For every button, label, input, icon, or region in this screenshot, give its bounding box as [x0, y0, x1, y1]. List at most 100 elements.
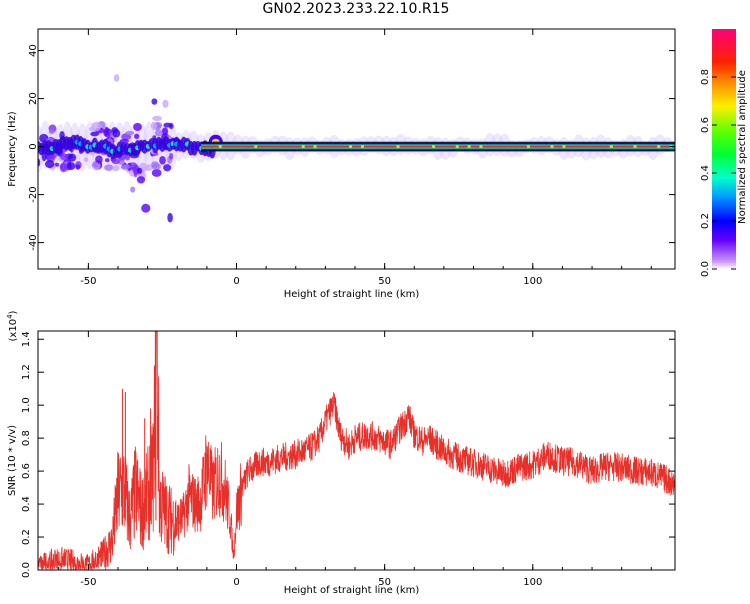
heatmap-blob	[152, 115, 163, 121]
heatmap-blob	[162, 99, 169, 108]
colorbar-tick-label: 0.4	[700, 165, 711, 181]
heatmap-blob	[134, 133, 140, 140]
heatmap-blob	[38, 158, 41, 167]
heatmap-blobs	[38, 74, 675, 223]
band-speckle	[313, 145, 317, 148]
heatmap-blob	[111, 158, 120, 165]
heatmap-blob	[67, 153, 77, 162]
y-tick-label: -20	[28, 186, 39, 202]
colorbar-tick-label: 0.2	[700, 213, 711, 229]
band-speckle	[657, 145, 661, 148]
y-multiplier: (x104)	[6, 310, 19, 341]
heatmap-blob	[151, 163, 161, 170]
heatmap-blob	[112, 164, 120, 172]
x-tick-label: 100	[523, 577, 542, 588]
heatmap-blob	[141, 203, 151, 213]
y-tick-label: 1.2	[21, 364, 32, 380]
heatmap-blob	[59, 162, 67, 173]
band-speckle	[396, 145, 400, 148]
plot-frame	[37, 28, 676, 270]
heatmap-blob	[125, 130, 135, 136]
band-speckle	[349, 145, 353, 148]
heatmap-blob	[154, 129, 163, 137]
y-axis-label: SNR (10 * v/v)	[7, 425, 18, 496]
heatmap-blob	[104, 158, 110, 163]
heatmap-blob	[91, 121, 101, 132]
heatmap-blob	[119, 138, 130, 144]
x-tick-label: 50	[378, 276, 391, 287]
heatmap-blob	[163, 164, 172, 172]
colorbar-tick-label: 0.6	[700, 117, 711, 133]
band-speckle	[526, 145, 530, 148]
heatmap-blob	[133, 168, 138, 178]
heatmap-blob	[150, 121, 158, 130]
heatmap-blob	[167, 212, 173, 223]
band-speckle	[479, 145, 483, 148]
x-tick-label: 100	[523, 276, 542, 287]
colorbar-gradient	[712, 29, 736, 269]
y-tick-label: 0	[28, 143, 39, 149]
heatmap-blob	[162, 127, 168, 136]
heatmap-blob	[54, 162, 60, 167]
y-tick-label: 0.2	[21, 529, 32, 545]
heatmap-blob	[136, 167, 143, 174]
y-tick-label: 1.4	[21, 331, 32, 347]
heatmap-blob	[169, 152, 174, 160]
heatmap-blob	[66, 162, 76, 171]
heatmap-blob	[95, 155, 103, 164]
y-tick-label: -40	[28, 234, 39, 250]
colorbar-tick-label: 0.0	[700, 261, 711, 277]
x-tick-label: -50	[80, 577, 96, 588]
band-speckle	[550, 145, 554, 148]
y-axis-label: Frequency (Hz)	[7, 111, 18, 187]
heatmap-blob	[104, 164, 114, 171]
band-speckle	[562, 145, 566, 148]
heatmap-blob	[159, 156, 166, 165]
heatmap-blob	[151, 98, 158, 105]
x-axis-label: Height of straight line (km)	[284, 289, 420, 300]
heatmap-blob	[151, 168, 162, 177]
band-speckle	[467, 145, 471, 148]
chart-title: GN02.2023.233.22.10.R15	[262, 1, 450, 17]
y-tick-label: 0.8	[21, 430, 32, 446]
heatmap-blob	[113, 74, 120, 82]
heatmap-blob	[133, 122, 142, 132]
heatmap-blob	[163, 122, 172, 128]
heatmap-blob	[90, 131, 100, 137]
spectrogram-panel: -50 0 50 100 -40 -20 0 20 40 Height of straight l…	[7, 28, 676, 300]
y-tick-label: 0.4	[21, 496, 32, 512]
y-tick-label: 0.6	[21, 463, 32, 479]
band-core	[200, 145, 675, 148]
band-speckle	[218, 145, 222, 148]
heatmap-blob	[130, 186, 136, 193]
heatmap-blob	[44, 160, 55, 169]
x-axis-label: Height of straight line (km)	[284, 585, 420, 596]
band-speckle	[455, 145, 459, 148]
heatmap-blob	[121, 133, 132, 141]
heatmap-blob	[92, 161, 99, 168]
snr-panel: -50 0 50 100 0.0 0.2 0.4 0.6 0.8 1.0 1.2 1.4 Height …	[6, 310, 676, 596]
band-speckle	[633, 145, 637, 148]
y-tick-label: 20	[28, 92, 39, 105]
x-tick-label: 0	[233, 276, 239, 287]
heatmap-blob	[83, 157, 89, 162]
y-tick-label: 1.0	[21, 397, 32, 413]
colorbar-tick-label: 0.8	[700, 69, 711, 85]
x-tick-label: -50	[80, 276, 96, 287]
heatmap-blob	[75, 164, 81, 170]
heatmap-blob	[136, 176, 146, 184]
plot-frame	[37, 330, 676, 571]
x-tick-label: 50	[378, 577, 391, 588]
heatmap-blob	[48, 129, 55, 135]
heatmap-blob	[112, 129, 121, 138]
y-tick-label: 40	[28, 44, 39, 57]
heatmap-blob	[59, 152, 67, 160]
band-speckle	[301, 145, 305, 148]
band-speckle	[432, 145, 436, 148]
heatmap-blob	[104, 126, 109, 135]
heatmap-blob	[120, 164, 131, 169]
snr-series-line	[38, 331, 675, 570]
band-speckle	[360, 145, 364, 148]
